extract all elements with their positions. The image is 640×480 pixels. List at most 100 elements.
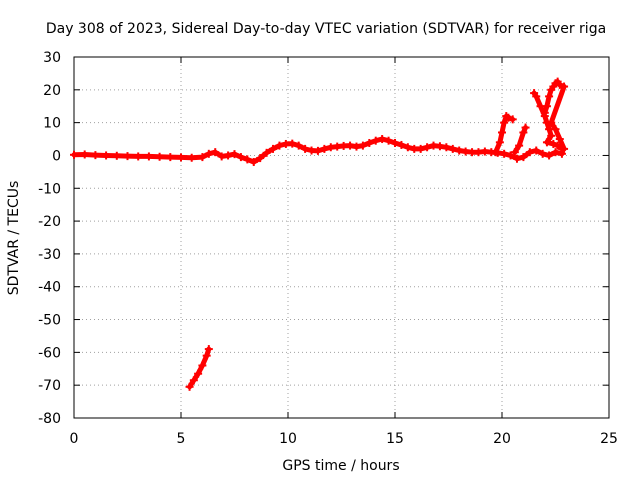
data-point	[269, 144, 278, 153]
y-tick-label: -50	[38, 313, 61, 329]
data-point	[70, 150, 78, 159]
data-point	[123, 152, 132, 161]
data-point	[249, 158, 258, 167]
data-point	[204, 345, 213, 354]
data-point	[320, 144, 329, 153]
data-point	[112, 151, 121, 160]
data-point	[542, 138, 551, 147]
data-point	[560, 82, 569, 91]
data-point	[198, 153, 207, 162]
data-point	[288, 139, 297, 148]
y-tick-label: 30	[43, 50, 61, 66]
data-point	[102, 151, 111, 160]
data-point	[504, 113, 513, 122]
plot-border	[73, 56, 610, 419]
data-point	[545, 92, 554, 101]
data-point	[301, 144, 310, 153]
x-axis-label: GPS time / hours	[282, 458, 399, 474]
data-point	[555, 80, 564, 89]
data-point	[495, 138, 504, 147]
y-tick-label: -40	[38, 280, 61, 296]
y-tick-label: 10	[43, 116, 61, 132]
data-point	[294, 141, 303, 150]
x-tick-label: 25	[600, 431, 618, 447]
chart-title: Day 308 of 2023, Sidereal Day-to-day VTE…	[46, 21, 606, 37]
data-marks	[70, 77, 569, 391]
data-point	[198, 361, 207, 370]
data-point	[521, 123, 530, 132]
data-point	[551, 148, 560, 157]
data-point	[498, 128, 506, 137]
data-point	[194, 369, 203, 378]
x-tick-label: 10	[279, 431, 297, 447]
data-point	[91, 151, 100, 160]
ticks: 0 5 10 15 20 25 -80 -70 -60 -50 -40 -30 -20 -10 0 10 20 3…	[38, 50, 618, 447]
data-point	[532, 92, 541, 101]
data-point	[403, 143, 412, 152]
data-point	[224, 151, 233, 160]
data-point	[275, 141, 284, 150]
data-point	[508, 115, 517, 124]
y-tick-label: -30	[38, 247, 61, 263]
grid	[74, 57, 609, 418]
data-point	[134, 152, 143, 161]
data-point	[542, 102, 551, 111]
data-point	[538, 149, 547, 158]
data-point	[551, 125, 560, 134]
x-tick-label: 5	[177, 431, 186, 447]
x-tick-label: 20	[493, 431, 511, 447]
y-tick-label: -60	[38, 345, 61, 361]
data-point	[211, 148, 220, 157]
data-point	[313, 146, 322, 155]
y-tick-label: -80	[38, 411, 61, 427]
data-point	[519, 128, 528, 137]
data-point	[500, 118, 509, 127]
y-tick-label: -70	[38, 378, 61, 394]
data-point	[187, 153, 196, 162]
data-point	[378, 135, 387, 144]
y-tick-label: -20	[38, 214, 61, 230]
data-point	[540, 108, 549, 117]
data-point	[423, 143, 432, 152]
data-point	[491, 148, 500, 157]
data-point	[545, 151, 554, 160]
data-point	[202, 351, 211, 360]
data-point	[365, 138, 374, 147]
data-point	[510, 148, 519, 157]
y-tick-label: 20	[43, 83, 61, 99]
data-point	[532, 146, 541, 155]
data-point	[155, 152, 164, 161]
data-point	[371, 136, 380, 145]
data-point	[500, 149, 509, 158]
data-point	[144, 152, 153, 161]
data-point	[547, 118, 556, 127]
data-point	[515, 141, 524, 150]
data-point	[555, 135, 564, 144]
data-point	[506, 151, 515, 160]
data-point	[236, 153, 245, 162]
data-point	[397, 140, 406, 149]
data-point	[256, 154, 265, 163]
data-point	[189, 376, 198, 385]
data-point	[262, 148, 271, 157]
data-point	[204, 149, 213, 158]
y-axis-label: SDTVAR / TECUs	[6, 181, 22, 296]
y-tick-label: -10	[38, 181, 61, 197]
data-point	[384, 136, 393, 145]
data-point	[391, 138, 399, 147]
data-point	[80, 150, 89, 159]
data-point	[177, 153, 185, 162]
data-point	[549, 139, 558, 148]
data-point	[525, 148, 534, 157]
x-tick-label: 0	[70, 431, 79, 447]
series-trace	[512, 125, 528, 155]
data-point	[560, 144, 569, 153]
data-point	[185, 382, 194, 391]
data-point	[442, 143, 451, 152]
data-point	[243, 155, 252, 164]
data-point	[547, 131, 556, 140]
data-point	[230, 150, 239, 159]
data-point	[448, 144, 457, 153]
